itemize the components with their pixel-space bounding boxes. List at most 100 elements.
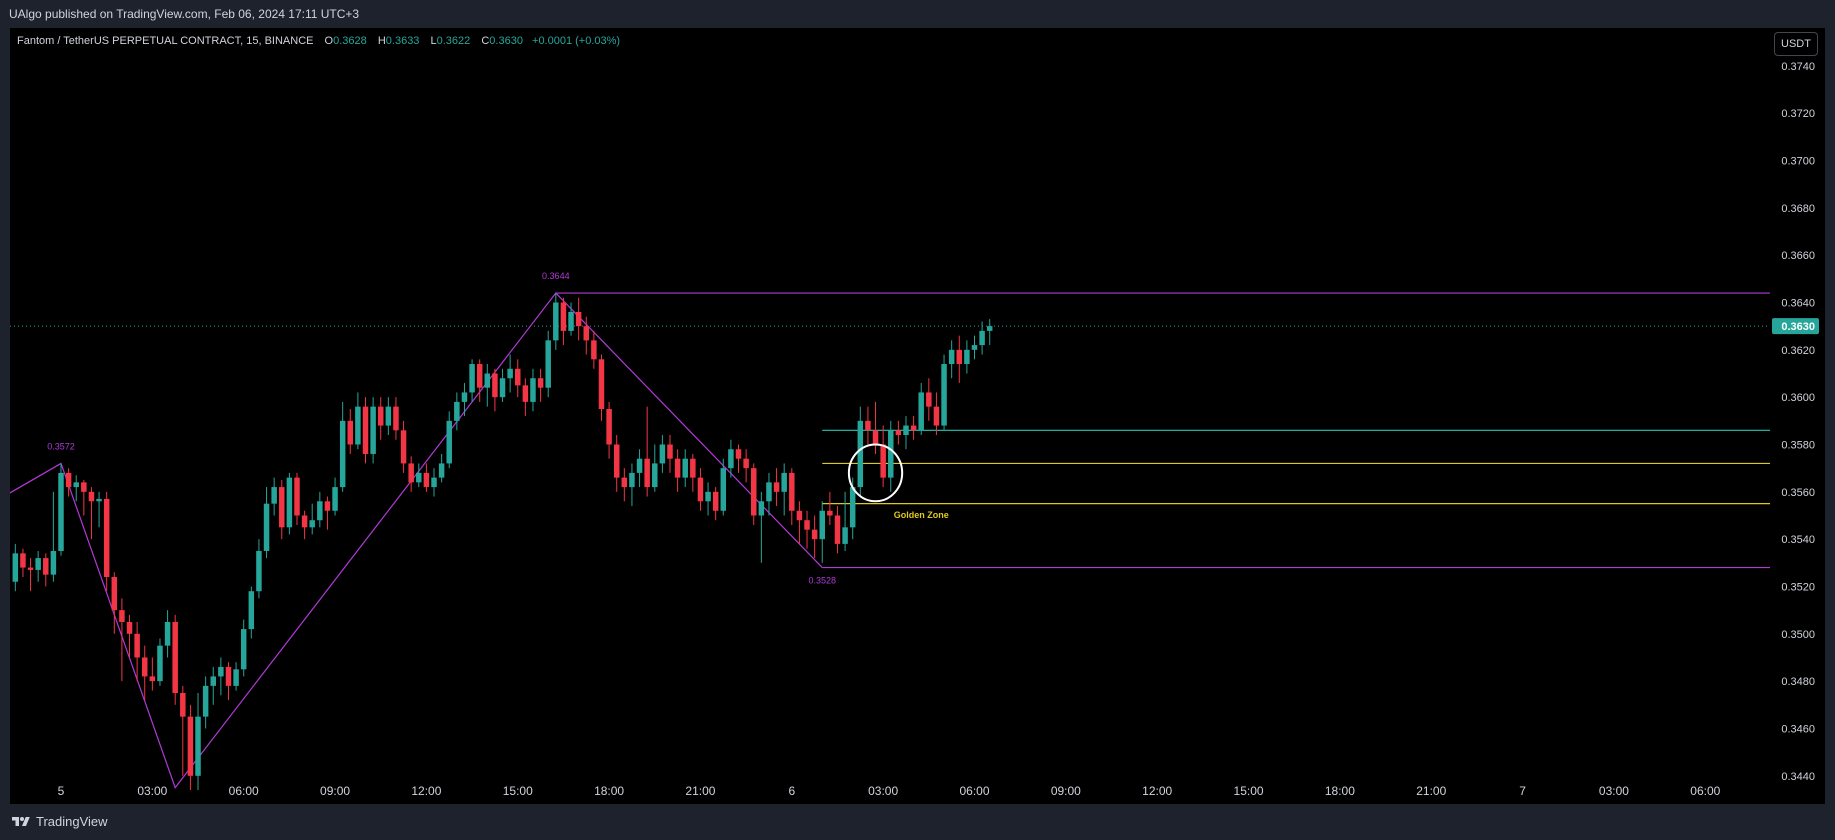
- candle-down: [180, 692, 186, 717]
- candle-up: [819, 510, 825, 540]
- candle-down: [591, 340, 597, 360]
- candle-up: [446, 420, 452, 464]
- tradingview-brand[interactable]: TradingView: [10, 814, 108, 829]
- candle-down: [956, 349, 963, 365]
- time-tick-label: 6: [788, 784, 795, 798]
- candle-down: [393, 406, 399, 431]
- price-tick-label: 0.3480: [1781, 676, 1815, 688]
- time-tick-label: 18:00: [1325, 784, 1355, 798]
- time-tick-label: 12:00: [1142, 784, 1172, 798]
- candle-up: [271, 487, 277, 504]
- candle-down: [735, 449, 742, 459]
- candle-down: [895, 430, 902, 436]
- candle-down: [225, 666, 232, 686]
- candle-down: [796, 510, 803, 521]
- time-tick-label: 09:00: [1051, 784, 1081, 798]
- candle-down: [583, 326, 590, 341]
- candle-down: [933, 406, 940, 426]
- candle-down: [65, 472, 72, 488]
- chart-frame[interactable]: [10, 28, 1825, 804]
- candle-down: [865, 420, 871, 431]
- candle-down: [81, 482, 87, 492]
- candle-down: [408, 463, 414, 483]
- candle-up: [309, 520, 315, 528]
- candle-up: [12, 553, 19, 582]
- candle-down: [522, 385, 529, 402]
- candle-down: [880, 444, 886, 478]
- candle-up: [96, 498, 102, 502]
- candle-up: [842, 527, 848, 544]
- price-tick-label: 0.3580: [1781, 439, 1815, 451]
- price-tick-label: 0.3660: [1781, 250, 1815, 262]
- open-label: O: [324, 35, 334, 47]
- candle-up: [857, 420, 864, 488]
- zigzag-line: [10, 292, 823, 789]
- candle-down: [750, 468, 757, 516]
- candle-down: [476, 364, 483, 388]
- brand-label: TradingView: [36, 814, 108, 829]
- candle-up: [210, 676, 216, 686]
- close-label: C: [481, 35, 490, 47]
- candle-down: [644, 458, 650, 488]
- candle-down: [621, 477, 628, 488]
- candle-up: [507, 368, 513, 379]
- candle-up: [758, 501, 765, 516]
- candle-down: [598, 359, 605, 409]
- candle-up: [50, 550, 57, 575]
- candle-up: [370, 406, 376, 454]
- candle-up: [461, 392, 468, 402]
- price-tick-label: 0.3740: [1781, 61, 1815, 73]
- candle-up: [35, 558, 41, 570]
- candle-down: [712, 491, 719, 511]
- candle-up: [469, 364, 475, 393]
- candle-down: [743, 458, 749, 469]
- candle-up: [918, 392, 924, 431]
- candle-up: [568, 311, 574, 331]
- currency-button[interactable]: USDT: [1774, 32, 1818, 56]
- pivot-label: 0.3528: [808, 576, 836, 586]
- candle-up: [416, 472, 422, 483]
- candle-up: [682, 458, 688, 478]
- pivot-label: 0.3644: [542, 271, 570, 281]
- candle-down: [492, 373, 498, 398]
- symbol-legend: Fantom / TetherUS PERPETUAL CONTRACT, 15…: [17, 35, 620, 47]
- time-tick-label: 06:00: [229, 784, 259, 798]
- high-value: 0.3633: [385, 35, 420, 47]
- candle-up: [339, 420, 346, 488]
- candle-up: [964, 349, 970, 365]
- candle-up: [720, 468, 727, 511]
- time-tick-label: 15:00: [1234, 784, 1264, 798]
- candle-up: [218, 666, 224, 677]
- candle-down: [674, 458, 681, 478]
- high-label: H: [377, 35, 386, 47]
- candle-up: [431, 477, 437, 488]
- candle-up: [781, 472, 787, 492]
- candle-up: [195, 716, 201, 776]
- close-value: 0.3630: [489, 35, 523, 47]
- candle-down: [613, 444, 620, 478]
- candle-up: [73, 482, 79, 488]
- candle-down: [362, 406, 369, 454]
- highlight-circle: [847, 443, 904, 503]
- price-tick-label: 0.3460: [1781, 723, 1815, 735]
- candle-down: [811, 529, 818, 540]
- time-tick-label: 06:00: [1690, 784, 1720, 798]
- candle-up: [545, 340, 551, 388]
- candle-down: [423, 472, 430, 488]
- candle-up: [256, 550, 262, 592]
- candle-up: [849, 487, 856, 528]
- candle-up: [766, 482, 772, 502]
- candle-down: [20, 553, 26, 568]
- candle-down: [301, 515, 308, 528]
- candle-up: [971, 345, 978, 350]
- candle-down: [187, 716, 194, 776]
- candle-down: [111, 577, 118, 611]
- published-header: UAlgo published on TradingView.com, Feb …: [0, 0, 1835, 28]
- price-tick-label: 0.3500: [1781, 629, 1815, 641]
- candle-down: [43, 558, 49, 575]
- price-tick-label: 0.3560: [1781, 487, 1815, 499]
- candle-up: [240, 629, 247, 670]
- candle-up: [157, 645, 163, 682]
- tradingview-logo-icon: [12, 816, 30, 826]
